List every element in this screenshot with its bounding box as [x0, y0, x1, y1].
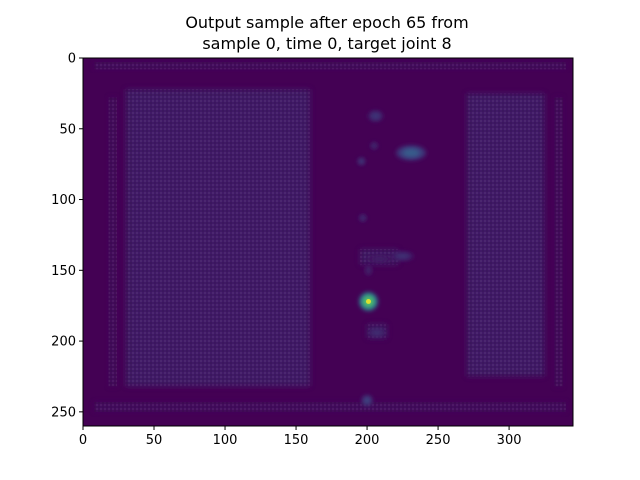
y-tick-label: 50 [59, 122, 76, 137]
heatmap-region-texture [554, 97, 564, 387]
y-tick-label: 150 [51, 264, 76, 279]
y-tick-label: 0 [68, 52, 76, 67]
heatmap-blob [366, 267, 371, 274]
y-tick-label: 200 [51, 335, 76, 350]
axes-frame [82, 57, 574, 427]
heatmap-region-texture [108, 97, 118, 387]
heatmap-blob [363, 397, 371, 404]
x-tick-label: 300 [497, 433, 522, 448]
x-tick-label: 0 [79, 433, 87, 448]
y-tick-label: 250 [51, 405, 76, 420]
heatmap-peak [365, 298, 371, 304]
heatmap-blob [402, 148, 420, 158]
x-tick-label: 100 [213, 433, 238, 448]
heatmap-blob [396, 253, 409, 259]
x-tick-label: 250 [426, 433, 451, 448]
chart-title-line-2: sample 0, time 0, target joint 8 [202, 34, 451, 53]
x-tick-label: 200 [355, 433, 380, 448]
x-tick-label: 50 [146, 433, 163, 448]
heatmap-blob [371, 329, 383, 336]
heatmap-region-texture [125, 89, 311, 387]
chart-title-line-1: Output sample after epoch 65 from [185, 13, 468, 32]
heatmap-blob [371, 112, 380, 120]
heatmap-region-texture [94, 62, 566, 70]
heatmap-blob [372, 143, 377, 148]
x-tick-label: 150 [284, 433, 309, 448]
heatmap-blob [359, 159, 364, 164]
heatmap-blob [372, 256, 388, 262]
plot-area [83, 58, 573, 426]
axes: 0 50 100 150 200 250 300 0 50 100 150 200 250 [51, 52, 574, 448]
heatmap-blob [360, 215, 365, 221]
heatmap-region-texture [466, 93, 545, 377]
heatmap-region-texture [94, 401, 566, 412]
y-tick-label: 100 [51, 193, 76, 208]
